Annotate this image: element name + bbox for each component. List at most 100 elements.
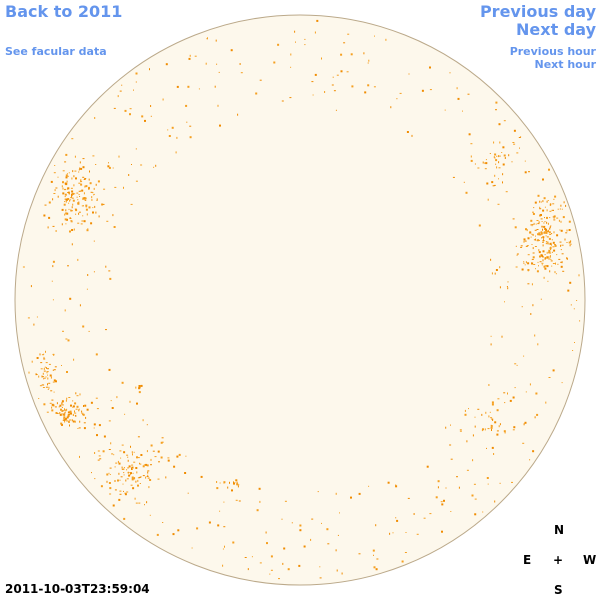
speck — [46, 371, 49, 373]
speck — [350, 53, 353, 56]
speck — [64, 161, 67, 163]
speck — [474, 513, 477, 516]
speck — [536, 270, 539, 273]
speck — [287, 568, 290, 571]
speck — [96, 434, 98, 437]
speck — [214, 85, 216, 88]
speck — [76, 196, 78, 198]
speck — [542, 241, 544, 243]
previous-day-link[interactable]: Previous day — [479, 2, 596, 21]
speck — [135, 502, 138, 504]
speck — [142, 419, 144, 422]
speck — [115, 462, 118, 464]
speck — [30, 285, 32, 288]
next-day-link[interactable]: Next day — [516, 20, 596, 39]
speck — [77, 428, 79, 429]
speck — [64, 188, 67, 190]
speck — [547, 241, 549, 244]
speck — [74, 402, 77, 405]
speck — [131, 451, 133, 454]
speck — [464, 413, 467, 416]
speck — [531, 225, 533, 227]
speck — [63, 418, 65, 420]
speck — [167, 129, 169, 131]
speck — [523, 262, 525, 264]
speck — [76, 192, 79, 194]
speck — [86, 213, 88, 216]
speck — [45, 362, 48, 364]
speck — [373, 554, 374, 556]
speck — [189, 136, 192, 139]
speck — [560, 261, 563, 263]
back-link[interactable]: Back to 2011 — [5, 2, 123, 21]
facular-link[interactable]: See facular data — [5, 45, 107, 58]
speck — [546, 216, 548, 219]
speck — [120, 457, 122, 459]
speck — [129, 108, 132, 110]
speck — [543, 197, 546, 200]
speck — [525, 228, 527, 231]
speck — [41, 375, 43, 378]
next-hour-link[interactable]: Next hour — [534, 58, 597, 71]
speck — [157, 478, 160, 480]
speck — [310, 538, 312, 541]
speck — [161, 437, 164, 439]
speck — [61, 223, 63, 226]
speck — [512, 429, 515, 431]
speck — [64, 408, 65, 411]
speck — [523, 261, 525, 263]
speck — [176, 136, 178, 139]
speck — [566, 229, 568, 232]
speck — [502, 146, 505, 149]
speck — [85, 204, 88, 207]
speck — [46, 371, 48, 374]
speck — [553, 198, 555, 200]
speck — [72, 420, 75, 423]
speck — [396, 98, 398, 100]
speck — [39, 385, 42, 387]
speck — [64, 412, 66, 415]
speck — [503, 120, 506, 122]
speck — [157, 450, 160, 453]
speck — [499, 266, 501, 269]
speck — [532, 233, 534, 236]
speck — [544, 221, 546, 223]
speck — [537, 194, 540, 197]
speck — [538, 233, 541, 235]
speck — [543, 265, 546, 268]
speck — [133, 451, 135, 453]
speck — [235, 499, 238, 501]
speck — [429, 89, 432, 91]
speck — [73, 358, 75, 361]
speck — [230, 49, 233, 52]
speck — [364, 91, 367, 94]
speck — [539, 234, 542, 236]
speck — [45, 350, 46, 353]
speck — [492, 419, 494, 421]
speck — [75, 177, 77, 180]
speck — [531, 258, 534, 260]
speck — [47, 383, 48, 386]
speck — [171, 126, 174, 129]
speck — [138, 477, 141, 478]
speck — [544, 254, 546, 256]
speck — [525, 391, 527, 393]
speck — [490, 335, 492, 337]
speck — [60, 408, 62, 411]
speck — [46, 367, 47, 369]
speck — [141, 115, 144, 118]
speck — [401, 560, 404, 563]
speck — [144, 504, 145, 506]
speck — [46, 411, 49, 413]
speck — [421, 89, 424, 92]
speck — [129, 400, 131, 403]
speck — [96, 198, 98, 201]
speck — [546, 265, 549, 268]
speck — [77, 199, 79, 201]
speck — [441, 503, 444, 506]
speck — [526, 245, 529, 247]
speck — [498, 123, 501, 126]
speck — [562, 270, 565, 272]
speck — [533, 222, 535, 225]
previous-hour-link[interactable]: Previous hour — [509, 45, 596, 58]
